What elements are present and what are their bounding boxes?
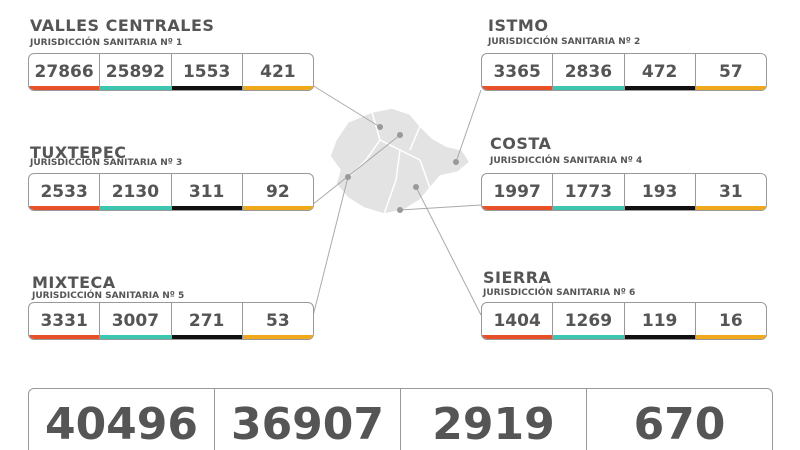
value-cell: 1773 xyxy=(553,174,625,210)
connector xyxy=(311,134,401,206)
dot xyxy=(377,124,383,130)
color-bar xyxy=(553,206,624,210)
value-cell: 36907 xyxy=(215,389,401,450)
value-cell: 271 xyxy=(171,303,243,339)
region-subtitle: JURISDICCIÓN SANITARIA Nº 2 xyxy=(488,37,641,47)
map-border xyxy=(349,111,431,215)
color-bar xyxy=(29,206,100,210)
value-cell: 1404 xyxy=(482,303,554,339)
region-title: SIERRA xyxy=(483,268,552,287)
value-cell: 25892 xyxy=(100,54,172,90)
color-bar xyxy=(553,335,624,339)
region-title: ISTMO xyxy=(488,16,549,35)
color-bar xyxy=(624,206,695,210)
value-cell: 3331 xyxy=(29,303,101,339)
region-title: MIXTECA xyxy=(32,273,116,292)
value-cell: 31 xyxy=(695,174,766,210)
value-cell: 3365 xyxy=(482,54,554,90)
connector xyxy=(415,186,482,316)
color-bar xyxy=(29,335,100,339)
value-cell: 53 xyxy=(242,303,313,339)
value-cell: 40496 xyxy=(29,389,215,450)
value-cell: 92 xyxy=(242,174,313,210)
color-bar xyxy=(624,86,695,90)
color-bar xyxy=(553,86,624,90)
color-bar xyxy=(695,206,766,210)
region-values: 27866 25892 1553 421 xyxy=(28,53,314,91)
color-bar xyxy=(482,206,553,210)
value-cell: 119 xyxy=(624,303,696,339)
value-cell: 1997 xyxy=(482,174,554,210)
region-title: VALLES CENTRALES xyxy=(30,16,215,35)
region-subtitle: JURISDICCIÓN SANITARIA Nº 6 xyxy=(483,288,636,298)
connectors xyxy=(311,84,482,321)
value-cell: 472 xyxy=(624,54,696,90)
value-cell: 2533 xyxy=(29,174,101,210)
connector xyxy=(311,176,349,321)
region-values: 3365 2836 472 57 xyxy=(481,53,767,91)
color-bar xyxy=(171,86,242,90)
region-values: 2533 2130 311 92 xyxy=(28,173,314,211)
connector xyxy=(311,84,381,128)
color-bar xyxy=(695,86,766,90)
color-bar xyxy=(695,335,766,339)
color-bar xyxy=(482,335,553,339)
color-bar xyxy=(242,206,313,210)
dot xyxy=(453,159,459,165)
value-cell: 2130 xyxy=(100,174,172,210)
dots xyxy=(345,124,459,213)
totals: 40496 36907 2919 670 xyxy=(28,388,773,450)
value-cell: 1553 xyxy=(171,54,243,90)
color-bar xyxy=(482,86,553,90)
region-title: COSTA xyxy=(490,134,552,153)
color-bar xyxy=(100,335,171,339)
dot xyxy=(413,184,419,190)
value-cell: 16 xyxy=(695,303,766,339)
region-subtitle: JURISDICCIÓN SANITARIA Nº 1 xyxy=(30,38,183,48)
value-cell: 3007 xyxy=(100,303,172,339)
color-bar xyxy=(171,206,242,210)
value-cell: 1269 xyxy=(553,303,625,339)
color-bar xyxy=(100,86,171,90)
region-subtitle: JURISDICCIÓN SANITARIA Nº 4 xyxy=(490,156,643,166)
region-title: TUXTEPEC xyxy=(30,143,127,162)
value-cell: 421 xyxy=(242,54,313,90)
value-cell: 311 xyxy=(171,174,243,210)
connector xyxy=(399,204,482,211)
dot xyxy=(345,174,351,180)
color-bar xyxy=(242,335,313,339)
region-subtitle: JURISDICCIÓN SANITARIA Nº 5 xyxy=(32,291,185,301)
value-cell: 57 xyxy=(695,54,766,90)
value-cell: 2919 xyxy=(401,389,587,450)
region-subtitle: JURISDICCIÓN SANITARIA Nº 3 xyxy=(30,158,183,168)
value-cell: 670 xyxy=(633,398,726,450)
value-cell: 27866 xyxy=(29,54,101,90)
region-values: 1997 1773 193 31 xyxy=(481,173,767,211)
connector xyxy=(455,89,482,163)
color-bar xyxy=(100,206,171,210)
color-bar xyxy=(242,86,313,90)
map xyxy=(329,107,471,215)
value-cell: 2836 xyxy=(553,54,625,90)
color-bar xyxy=(624,335,695,339)
region-values: 1404 1269 119 16 xyxy=(481,302,767,340)
color-bar xyxy=(171,335,242,339)
dot xyxy=(397,207,403,213)
color-bar xyxy=(29,86,100,90)
dot xyxy=(397,132,403,138)
value-cell: 193 xyxy=(624,174,696,210)
region-values: 3331 3007 271 53 xyxy=(28,302,314,340)
